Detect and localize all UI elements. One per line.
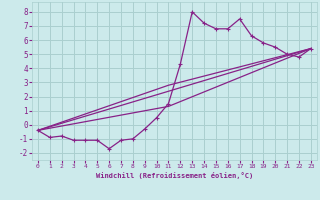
X-axis label: Windchill (Refroidissement éolien,°C): Windchill (Refroidissement éolien,°C) — [96, 172, 253, 179]
